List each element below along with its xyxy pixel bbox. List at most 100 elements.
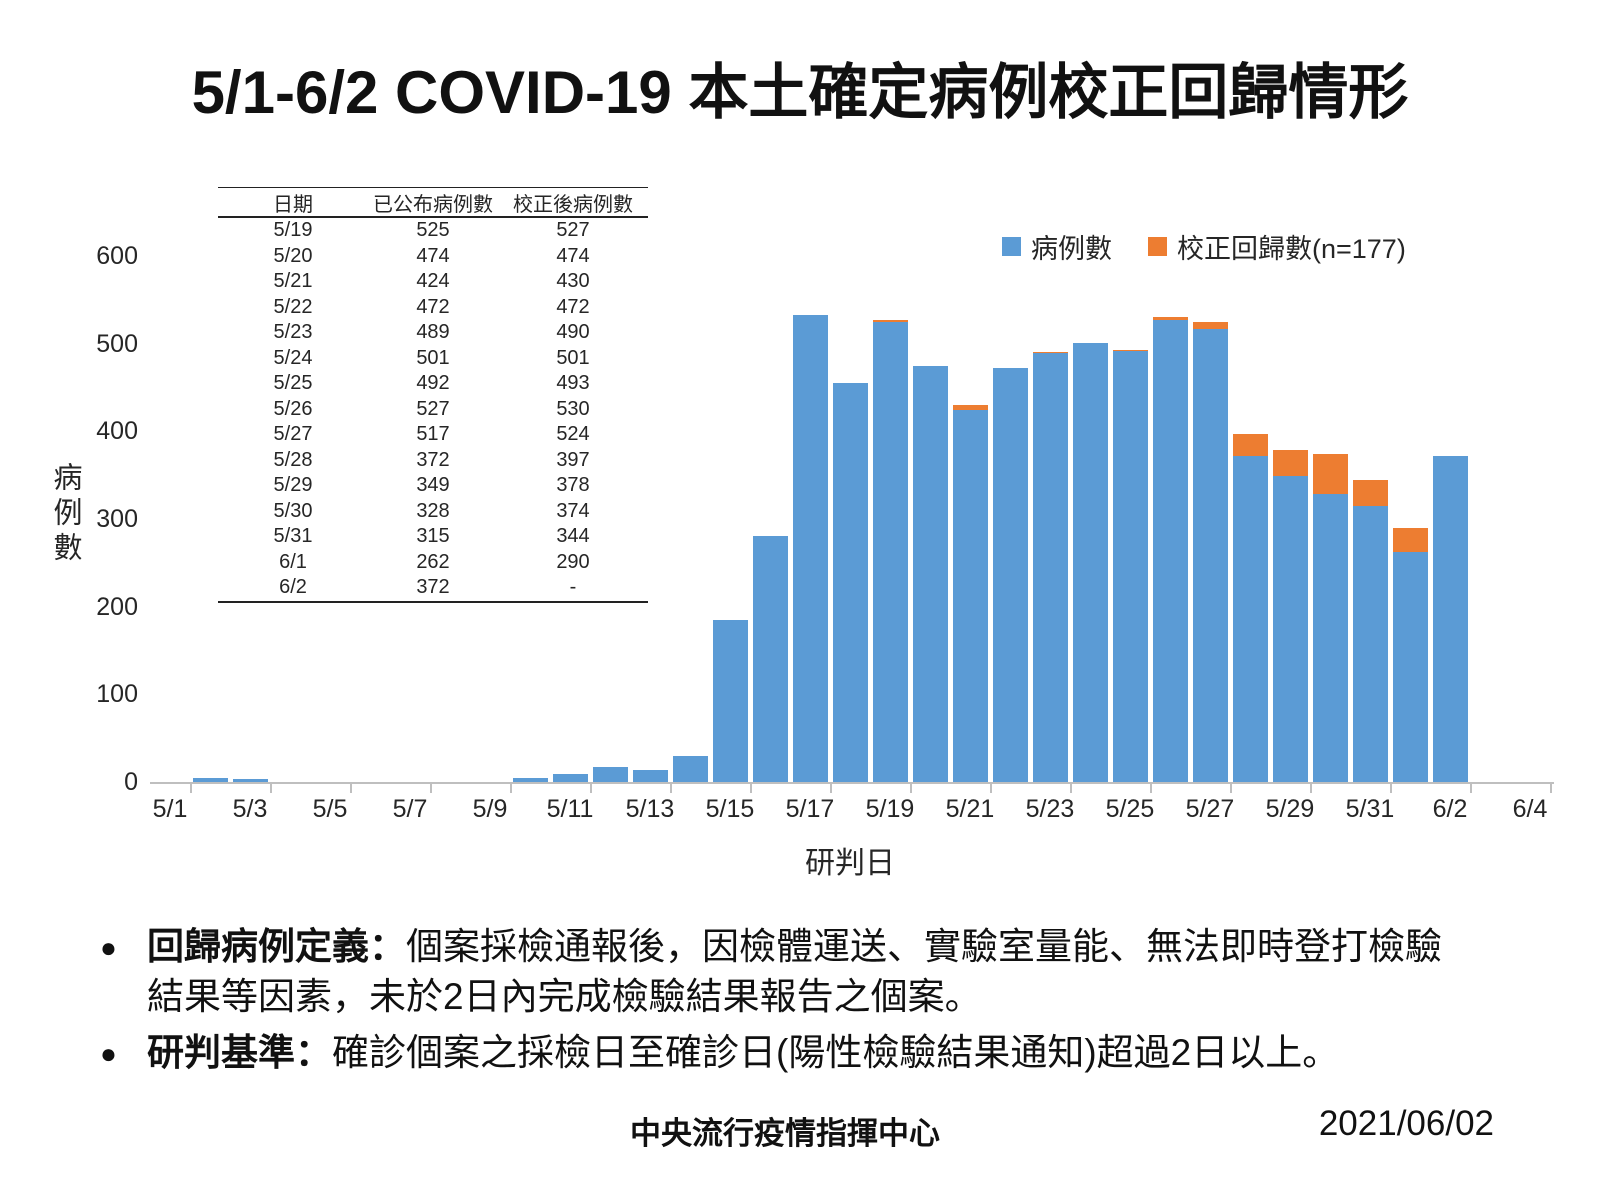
y-axis-tick-label: 400 [96, 417, 138, 446]
table-cell: 5/31 [273, 525, 313, 548]
table-cell: 5/19 [273, 219, 313, 242]
bar-cases-5/25 [1112, 350, 1148, 782]
bar-cases-5/30 [1312, 494, 1348, 782]
table-header-cell: 日期 [273, 194, 313, 216]
x-axis-tick-label: 5/1 [152, 795, 188, 823]
table-cell: 5/20 [273, 244, 313, 267]
y-axis-tick-label: 100 [96, 680, 138, 709]
table-row: 6/1 262 290 [218, 550, 648, 576]
bar-cases-6/2 [1432, 455, 1468, 782]
bar-correction-5/21 [952, 404, 988, 411]
table-cell: 492 [416, 372, 450, 395]
x-axis-tick-label: 5/19 [865, 795, 915, 823]
x-axis-tick-label: 5/9 [472, 795, 508, 823]
bar-cases-5/22 [992, 368, 1028, 782]
table-cell: 5/29 [273, 474, 313, 497]
table-cell: 5/25 [273, 372, 313, 395]
table-cell: 493 [556, 372, 590, 395]
note-text: 確診個案之採檢日至確診日(陽性檢驗結果通知)超過2日以上。 [332, 1032, 1340, 1073]
table-cell: 6/1 [279, 550, 307, 573]
bar-cases-5/16 [752, 536, 788, 782]
bar-cases-5/19 [872, 321, 908, 782]
note-label: 回歸病例定義： [147, 926, 406, 967]
x-axis-tick [670, 784, 672, 793]
legend-swatch-blue-icon [1002, 237, 1021, 256]
note-item-criteria: ● 研判基準：確診個案之採檢日至確診日(陽性檢驗結果通知)超過2日以上。 [100, 1028, 1490, 1078]
table-cell: 527 [556, 219, 590, 242]
table-cell: 527 [416, 397, 450, 420]
table-cell: 328 [416, 499, 450, 522]
table-header-cell: 校正後病例數 [513, 194, 633, 216]
table-row: 5/23 489 490 [218, 320, 648, 346]
page-title: 5/1-6/2 COVID-19 本土確定病例校正回歸情形 [191, 59, 1409, 126]
x-axis-tick [1310, 784, 1312, 793]
legend-item-cases: 病例數 [1002, 227, 1112, 266]
x-axis-tick [1230, 784, 1232, 793]
x-axis-tick-label: 6/2 [1432, 795, 1468, 823]
x-axis-tick [590, 784, 592, 793]
table-cell: 6/2 [279, 576, 307, 599]
table-row: 5/22 472 472 [218, 295, 648, 321]
x-axis-tick [190, 784, 192, 793]
note-label: 研判基準： [147, 1032, 332, 1073]
y-axis-tick-label: 0 [124, 768, 138, 796]
table-cell: 5/27 [273, 423, 313, 446]
table-row: 5/27 517 524 [218, 422, 648, 448]
x-axis-tick [1390, 784, 1392, 793]
bar-correction-5/27 [1192, 322, 1228, 329]
table-cell: 474 [556, 244, 590, 267]
x-axis-tick-label: 5/23 [1025, 795, 1075, 823]
bar-cases-6/1 [1392, 552, 1428, 782]
table-cell: 349 [416, 474, 450, 497]
x-axis-tick [750, 784, 752, 793]
bar-cases-5/10 [512, 778, 548, 782]
bar-cases-5/26 [1152, 319, 1188, 782]
table-cell: 5/24 [273, 346, 313, 369]
table-cell: 524 [556, 423, 590, 446]
bar-correction-5/25 [1112, 349, 1148, 351]
bar-correction-5/31 [1352, 480, 1388, 506]
bar-cases-5/23 [1032, 353, 1068, 782]
bar-cases-5/29 [1272, 475, 1308, 782]
x-axis-tick-label: 5/5 [312, 795, 348, 823]
table-cell: 525 [416, 219, 450, 242]
x-axis-tick-label: 5/17 [785, 795, 835, 823]
x-axis-tick-label: 5/11 [546, 795, 594, 823]
table-cell: 378 [556, 474, 590, 497]
table-cell: 490 [556, 321, 590, 344]
table-cell: 290 [556, 550, 590, 573]
table-cell: 374 [556, 499, 590, 522]
bar-cases-5/21 [952, 410, 988, 782]
table-row: 5/21 424 430 [218, 269, 648, 295]
table-cell: 397 [556, 448, 590, 471]
legend-swatch-orange-icon [1148, 237, 1167, 256]
table-cell: 5/22 [273, 295, 313, 318]
table-row: 5/29 349 378 [218, 473, 648, 499]
chart-legend: 病例數 校正回歸數(n=177) [1002, 227, 1406, 266]
y-axis-tick-label: 500 [96, 329, 138, 358]
table-cell: - [569, 576, 577, 599]
table-cell: 5/21 [273, 270, 313, 293]
table-cell: 262 [416, 550, 450, 573]
x-axis-tick [350, 784, 352, 793]
x-axis-tick-label: 5/3 [232, 795, 268, 823]
x-axis-title: 研判日 [805, 847, 895, 880]
bar-cases-5/2 [192, 777, 228, 782]
x-axis-tick [830, 784, 832, 793]
note-text-line2: 結果等因素，未於2日內完成檢驗結果報告之個案。 [147, 976, 982, 1017]
footer-organization: 中央流行疫情指揮中心 [630, 1116, 940, 1151]
bullet-icon: ● [100, 932, 117, 963]
note-text-line1: 個案採檢通報後，因檢體運送、實驗室量能、無法即時登打檢驗 [406, 926, 1442, 967]
x-axis-tick [510, 784, 512, 793]
bar-cases-5/24 [1072, 342, 1108, 782]
table-cell: 501 [416, 346, 450, 369]
bar-cases-5/18 [832, 382, 868, 782]
bar-cases-5/20 [912, 366, 948, 782]
table-cell: 5/26 [273, 397, 313, 420]
bar-cases-5/14 [672, 755, 708, 782]
note-item-definition: ● 回歸病例定義：個案採檢通報後，因檢體運送、實驗室量能、無法即時登打檢驗 結果等… [100, 922, 1490, 1022]
x-axis-tick [910, 784, 912, 793]
bar-correction-5/28 [1232, 433, 1268, 456]
bar-cases-5/31 [1352, 505, 1388, 782]
table-row: 5/30 328 374 [218, 499, 648, 525]
